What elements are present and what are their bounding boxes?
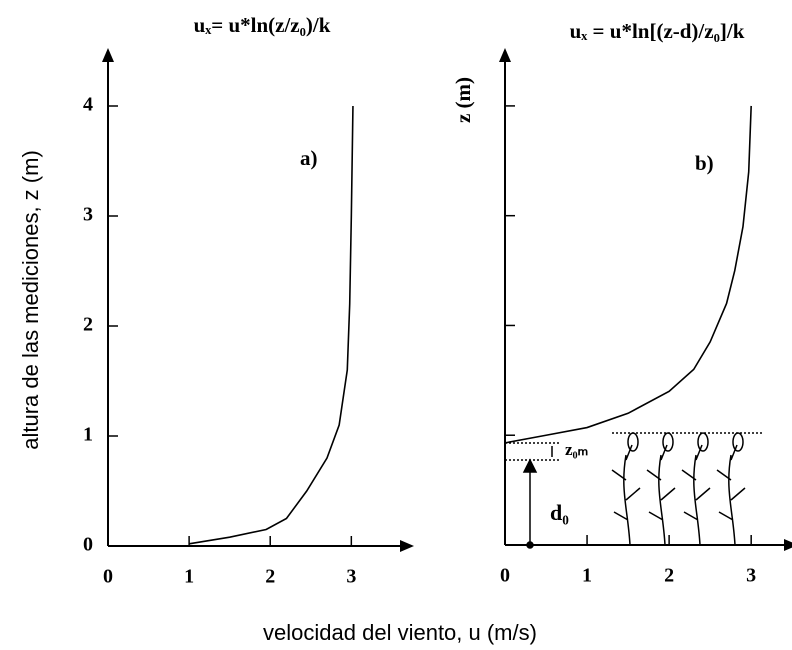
chart-title: uₓ= u*ln(z/z₀)/k [194, 13, 331, 37]
y-arrow [499, 48, 511, 62]
y-axis-label: altura de las mediciones, z (m) [18, 150, 43, 450]
x-axis-label: velocidad del viento, u (m/s) [263, 620, 537, 645]
x-tick-label: 3 [346, 566, 356, 588]
curve [188, 105, 354, 545]
x-tick-label: 3 [746, 565, 756, 587]
y-axis-label: z (m) [451, 77, 475, 123]
x-arrow [400, 540, 414, 552]
curve [504, 105, 752, 444]
canopy-illustration [505, 432, 762, 549]
annotation: d₀ [550, 500, 569, 525]
x-tick-label: 1 [184, 566, 194, 588]
x-tick-label: 1 [582, 565, 592, 587]
x-tick-label: 2 [265, 566, 275, 588]
y-tick-label: 4 [83, 94, 93, 116]
annotation: z₀ₘ [565, 440, 588, 459]
x-tick-label: 0 [500, 565, 510, 587]
x-tick-label: 2 [664, 565, 674, 587]
y-tick-label: 3 [83, 204, 93, 226]
x-arrow [784, 539, 792, 551]
y-arrow [102, 48, 114, 62]
panel-label: b) [695, 151, 714, 175]
y-tick-label: 0 [83, 534, 93, 556]
x-tick-label: 0 [103, 566, 113, 588]
panel-label: a) [300, 146, 318, 170]
y-tick-label: 2 [83, 314, 93, 336]
y-tick-label: 1 [83, 424, 93, 446]
chart-title: uₓ = u*ln[(z-d)/z₀]/k [570, 19, 745, 43]
